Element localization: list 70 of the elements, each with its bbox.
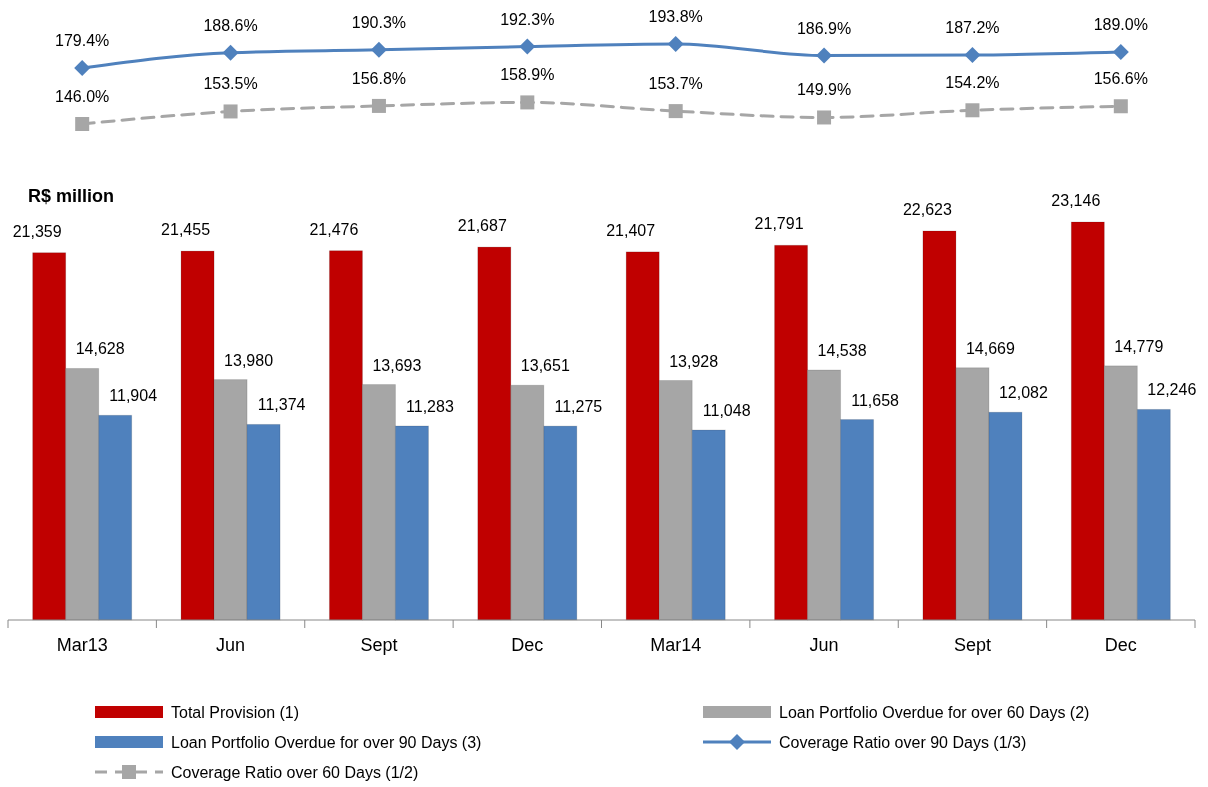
data-label: 21,687	[457, 217, 507, 235]
x-tick-label: Jun	[809, 635, 839, 655]
point	[1112, 44, 1129, 61]
data-label: 23,146	[1051, 192, 1101, 209]
point	[371, 98, 386, 113]
data-label: 14,779	[1114, 337, 1164, 355]
legend-label: Loan Portfolio Overdue for over 60 Days (2)	[779, 704, 1090, 721]
x-tick-label: Mar13	[56, 635, 108, 655]
legend-label: Coverage Ratio over 90 Days (1/3)	[779, 734, 1027, 751]
data-label: 14,538	[817, 342, 867, 360]
legend-label: Coverage Ratio over 60 Days (1/2)	[171, 764, 419, 781]
data-label: 21,476	[309, 220, 359, 238]
data-label: 14,628	[75, 340, 125, 358]
data-label: 13,693	[372, 356, 422, 374]
data-label: 179.4%	[55, 32, 110, 50]
legend-label: Total Provision (1)	[171, 704, 300, 721]
data-label: 12,082	[998, 384, 1049, 402]
legend-label: Loan Portfolio Overdue for over 90 Days (3)	[171, 734, 482, 751]
data-label: 11,904	[109, 387, 158, 405]
data-label: 153.5%	[203, 75, 258, 93]
data-label: 154.2%	[945, 74, 1000, 92]
point	[222, 44, 239, 61]
point	[519, 38, 536, 55]
y-axis-title: R$ million	[28, 186, 115, 206]
point	[1113, 99, 1128, 114]
data-label: 11,275	[554, 398, 603, 416]
data-label: 11,374	[257, 396, 306, 414]
point	[668, 104, 683, 119]
point	[74, 60, 91, 77]
point	[223, 104, 238, 119]
data-label: 188.6%	[203, 16, 258, 34]
x-tick-label: Sept	[953, 635, 991, 655]
data-label: 156.6%	[1093, 70, 1148, 88]
point	[520, 95, 535, 110]
data-label: 12,246	[1147, 381, 1197, 399]
data-label: 13,651	[520, 357, 570, 375]
data-label: 146.0%	[55, 88, 110, 105]
data-label: 21,455	[161, 221, 211, 239]
point	[75, 117, 90, 131]
data-label: 21,407	[606, 221, 656, 239]
x-tick-label: Mar14	[650, 635, 702, 655]
data-label: 156.8%	[351, 69, 407, 87]
data-label: 193.8%	[648, 8, 703, 25]
point	[816, 47, 833, 64]
data-label: 192.3%	[500, 10, 555, 28]
x-tick-label: Dec	[1104, 635, 1137, 655]
data-label: 158.9%	[500, 66, 555, 84]
data-label: 186.9%	[796, 19, 852, 37]
data-label: 21,359	[12, 222, 62, 240]
point	[817, 110, 832, 125]
data-label: 190.3%	[351, 13, 407, 31]
x-tick-label: Jun	[216, 635, 246, 655]
point	[964, 47, 981, 64]
data-label: 22,623	[902, 200, 953, 218]
data-label: 189.0%	[1093, 16, 1148, 34]
x-tick-label: Sept	[360, 635, 398, 655]
data-label: 11,658	[851, 391, 900, 409]
x-tick-label: Dec	[511, 635, 544, 655]
data-label: 149.9%	[796, 81, 852, 99]
data-label: 13,928	[669, 352, 719, 370]
point	[370, 41, 387, 58]
data-label: 11,048	[702, 402, 751, 420]
point	[965, 103, 980, 118]
data-label: 187.2%	[945, 19, 1000, 37]
data-label: 14,669	[965, 339, 1016, 357]
data-label: 21,791	[754, 215, 804, 233]
point	[667, 36, 684, 52]
data-label: 13,980	[224, 351, 274, 369]
data-label: 153.7%	[648, 75, 703, 93]
data-label: 11,283	[406, 397, 454, 415]
